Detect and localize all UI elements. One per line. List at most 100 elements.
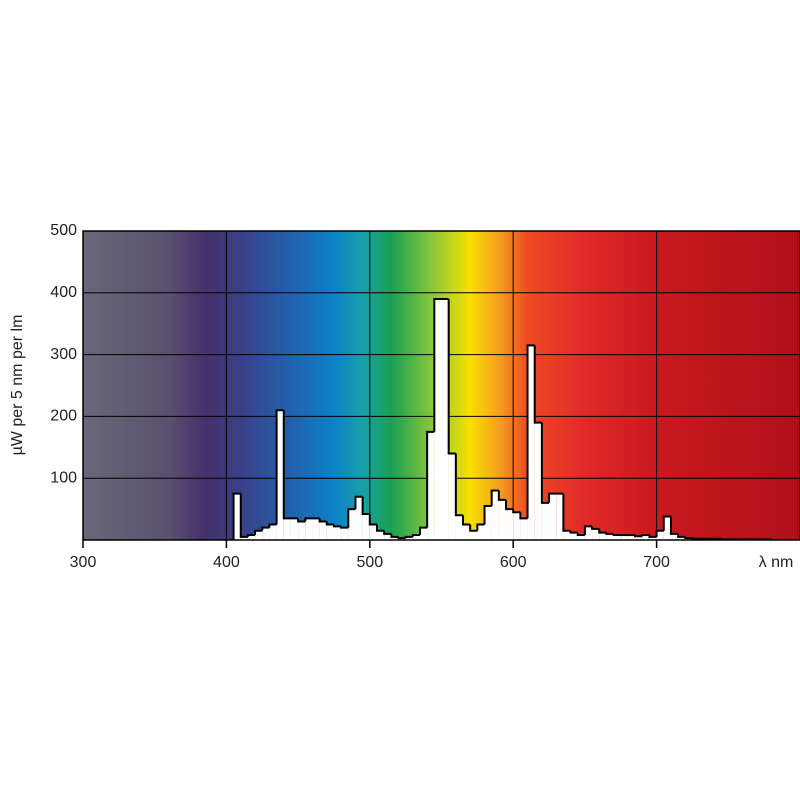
x-tick-label: 600 — [500, 554, 527, 571]
x-tick-label: 700 — [643, 554, 670, 571]
histogram-bar — [513, 512, 521, 540]
histogram-bar — [549, 493, 557, 540]
histogram-outline — [512, 509, 521, 514]
histogram-outline — [418, 526, 428, 536]
histogram-outline — [505, 499, 514, 511]
histogram-bar — [355, 496, 363, 540]
histogram-outline — [347, 508, 356, 528]
histogram-bar — [599, 532, 607, 540]
histogram-outline — [397, 536, 406, 540]
histogram-bar — [491, 490, 499, 540]
histogram-bar — [627, 535, 636, 540]
histogram-outline — [268, 523, 277, 528]
histogram-bar — [412, 535, 420, 540]
histogram-outline — [684, 536, 693, 540]
histogram-outline — [576, 532, 585, 537]
histogram-outline — [282, 410, 291, 520]
histogram-bar — [584, 526, 593, 540]
histogram-bar — [642, 535, 650, 540]
histogram-outline — [634, 535, 643, 538]
histogram-outline — [368, 514, 377, 526]
histogram-bar — [620, 535, 628, 540]
histogram-bar — [541, 502, 550, 540]
histogram-outline — [562, 493, 571, 532]
histogram-bar — [233, 493, 241, 540]
histogram-outline — [383, 530, 392, 535]
histogram-outline — [232, 492, 241, 540]
histogram-bar — [577, 535, 585, 540]
histogram-bar — [376, 530, 385, 540]
histogram-bar — [305, 518, 313, 540]
histogram-bar — [656, 530, 664, 540]
histogram-outline — [526, 344, 535, 519]
y-axis-label: µW per 5 nm per lm — [9, 315, 26, 456]
histogram-outline — [612, 533, 621, 537]
histogram-bar — [434, 298, 442, 540]
histogram-bar — [477, 524, 485, 540]
histogram-outline — [598, 528, 607, 534]
histogram-bar — [527, 345, 535, 540]
histogram-outline — [662, 515, 671, 531]
histogram-bar — [255, 530, 263, 540]
histogram-bar — [419, 527, 428, 540]
histogram-outline — [261, 526, 270, 531]
histogram-outline — [332, 524, 342, 528]
histogram-outline — [462, 515, 471, 526]
histogram-bar — [269, 524, 277, 540]
histogram-bar — [534, 422, 542, 540]
histogram-bar — [520, 518, 528, 540]
histogram-outline — [411, 534, 420, 537]
histogram-outline — [655, 529, 664, 537]
histogram-outline — [325, 521, 334, 526]
histogram-outline — [239, 493, 248, 538]
histogram-outline — [591, 526, 600, 530]
histogram-bar — [484, 506, 492, 540]
histogram-outline — [469, 524, 478, 532]
histogram-outline — [540, 422, 550, 504]
histogram-outline — [497, 490, 507, 501]
histogram-bar — [570, 532, 578, 540]
histogram-bar — [247, 535, 256, 540]
histogram-bar — [592, 528, 600, 540]
histogram-outline — [454, 453, 464, 517]
histogram-bar — [556, 493, 564, 540]
histogram-bar — [441, 298, 449, 540]
histogram-outline — [375, 524, 385, 532]
histogram-bar — [470, 530, 478, 540]
histogram-outline — [641, 534, 650, 537]
histogram-bar — [448, 453, 456, 540]
histogram-outline — [548, 492, 557, 503]
histogram-outline — [483, 505, 492, 525]
histogram-bar — [283, 518, 291, 540]
histogram-bar — [384, 533, 392, 540]
histogram-outline — [691, 537, 700, 540]
histogram-bar — [563, 530, 571, 540]
plot-frame — [82, 230, 800, 541]
histogram-bar — [369, 524, 377, 540]
histogram-bar — [290, 518, 299, 540]
histogram-bar — [427, 431, 435, 540]
x-tick-label: 400 — [213, 554, 240, 571]
histogram-bar — [498, 499, 507, 540]
y-tick-label: 100 — [50, 469, 77, 486]
histogram-outline — [669, 516, 679, 535]
histogram-outline — [404, 535, 413, 539]
y-tick-label: 300 — [50, 346, 77, 363]
histogram-bar — [276, 410, 284, 540]
histogram-outline — [297, 518, 306, 523]
x-tick-label: 500 — [356, 554, 383, 571]
histogram-bar — [348, 509, 356, 540]
histogram-outline — [583, 525, 593, 536]
y-tick-label: 200 — [50, 408, 77, 425]
histogram-outline — [569, 530, 578, 534]
histogram-outline — [318, 518, 327, 523]
histogram-bar — [606, 533, 614, 540]
histogram-outline — [275, 409, 284, 525]
histogram-outline — [648, 535, 657, 538]
histogram-bar — [298, 521, 306, 540]
histogram-bar — [262, 527, 270, 540]
histogram-bar — [312, 518, 320, 540]
histogram-bar — [341, 527, 349, 540]
